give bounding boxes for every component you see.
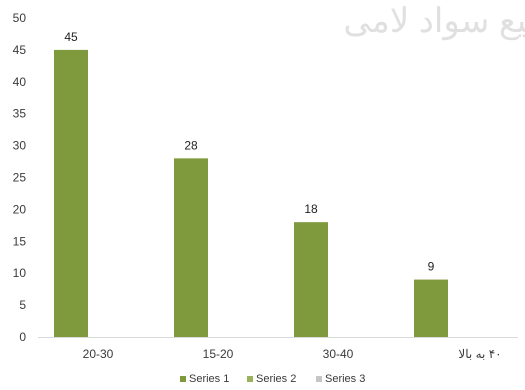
x-tick-label: 30-40	[323, 347, 354, 361]
y-tick-label: 0	[19, 330, 26, 344]
y-tick-label: 45	[13, 43, 27, 57]
watermark-text: بیع سواد لامی	[343, 2, 525, 41]
y-tick-label: 10	[13, 266, 27, 280]
y-tick-label: 35	[13, 107, 27, 121]
x-tick-label: 20-30	[83, 347, 114, 361]
legend: Series 1 Series 2 Series 3	[180, 373, 365, 385]
data-label: 9	[428, 260, 435, 274]
y-tick-label: 5	[19, 298, 26, 312]
y-tick-label: 40	[13, 75, 27, 89]
y-tick-label: 25	[13, 171, 27, 185]
bar-series-1	[414, 279, 448, 337]
x-axis: 20-30 15-20 30-40 ۴۰ به بالا	[38, 337, 518, 361]
y-tick-label: 15	[13, 234, 27, 248]
y-tick-label: 50	[13, 11, 27, 25]
legend-label: Series 3	[325, 373, 365, 385]
bar-series-1	[174, 158, 208, 337]
data-label: 18	[304, 202, 318, 216]
x-tick-label: ۴۰ به بالا	[458, 347, 501, 361]
legend-swatch	[247, 376, 253, 382]
legend-swatch	[180, 376, 186, 382]
legend-label: Series 1	[189, 373, 229, 385]
x-tick-label: 15-20	[203, 347, 234, 361]
plot-area: 45 28 18 9	[54, 30, 448, 338]
legend-swatch	[316, 376, 322, 382]
y-tick-label: 30	[13, 139, 27, 153]
data-label: 28	[184, 138, 198, 152]
bar-series-1	[54, 49, 88, 338]
y-axis: 0 5 10 15 20 25 30 35 40 45 50	[13, 11, 27, 344]
legend-label: Series 2	[256, 373, 296, 385]
y-tick-label: 20	[13, 202, 27, 216]
data-label: 45	[64, 30, 78, 44]
bar-series-1	[294, 222, 328, 337]
